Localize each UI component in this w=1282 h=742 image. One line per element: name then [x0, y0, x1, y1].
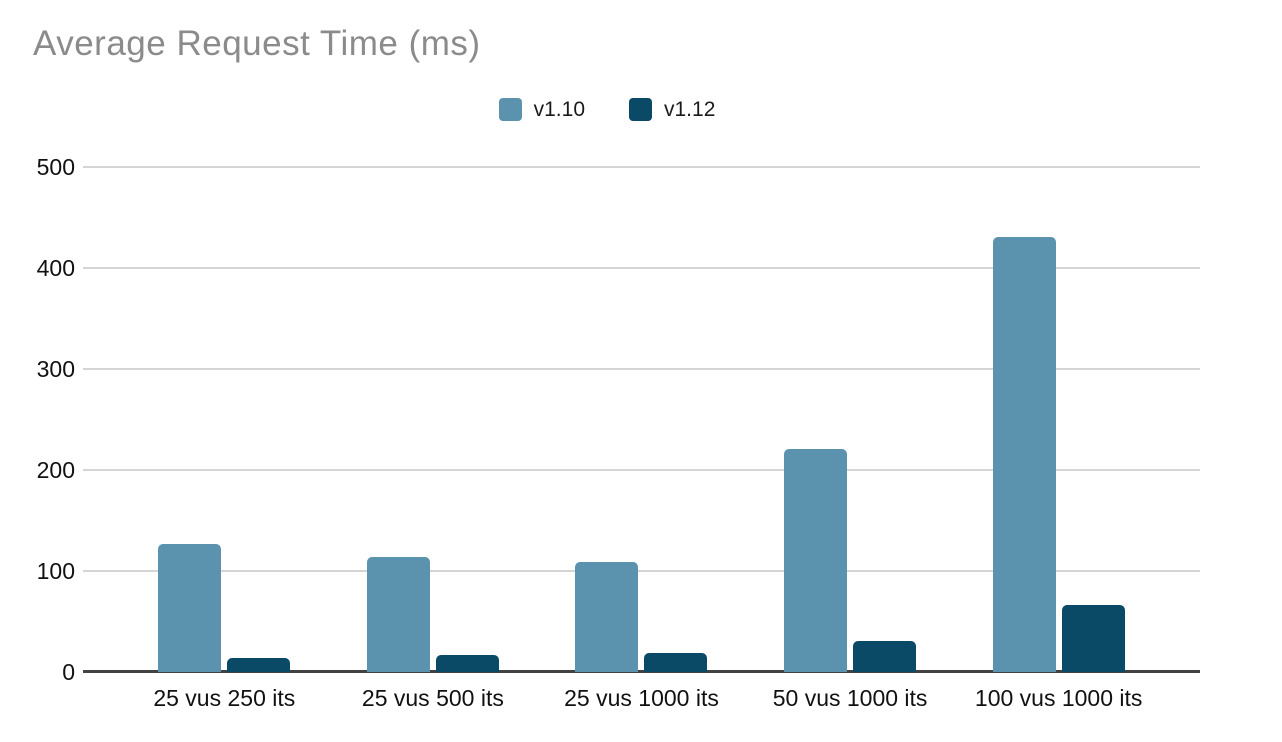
- x-tick-label-100-vus-1000-its: 100 vus 1000 its: [974, 685, 1143, 711]
- gridline-500: [83, 166, 1200, 168]
- bar-v1-12-25-vus-500-its: [435, 655, 499, 672]
- gridline-100: [83, 570, 1200, 572]
- x-axis: 25 vus 250 its 25 vus 500 its 25 vus 1000 …: [120, 685, 1163, 712]
- gridline-400: [83, 267, 1200, 269]
- bar-v1-10-25-vus-1000-its: [575, 562, 639, 672]
- bar-v1-12-50-vus-1000-its: [853, 641, 917, 672]
- x-axis-baseline: [83, 670, 1200, 673]
- y-tick-label-500: 500: [36, 154, 75, 180]
- y-tick-label-200: 200: [36, 457, 75, 483]
- x-tick-label-50-vus-1000-its: 50 vus 1000 its: [772, 685, 928, 711]
- legend-label-v1-10: v1.10: [533, 98, 585, 121]
- y-tick-label-300: 300: [36, 356, 75, 382]
- x-tick-label-25-vus-1000-its: 25 vus 1000 its: [564, 685, 719, 711]
- bar-v1-10-100-vus-1000-its: [992, 237, 1056, 672]
- legend-item-v1-10: v1.10: [498, 98, 585, 121]
- legend-swatch-v1-10: [498, 98, 522, 121]
- legend-swatch-v1-12: [629, 98, 652, 121]
- chart-title: Average Request Time (ms): [33, 24, 481, 63]
- bar-v1-12-25-vus-250-its: [227, 658, 291, 672]
- x-tick-label-25-vus-500-its: 25 vus 500 its: [361, 685, 504, 711]
- plot-area: 25 vus 250 its 25 vus 500 its 25 vus 1000 …: [83, 166, 1200, 711]
- y-tick-label-100: 100: [36, 558, 75, 584]
- bar-v1-12-25-vus-1000-its: [644, 653, 708, 672]
- bar-v1-10-50-vus-1000-its: [784, 449, 848, 672]
- x-tick-label-25-vus-250-its: 25 vus 250 its: [153, 685, 296, 711]
- bar-group-25-vus-250-its: [120, 167, 329, 672]
- gridline-300: [83, 368, 1200, 370]
- legend: v1.10 v1.12: [0, 98, 1248, 121]
- bar-v1-12-100-vus-1000-its: [1061, 605, 1125, 672]
- legend-label-v1-12: v1.12: [664, 98, 716, 121]
- legend-item-v1-12: v1.12: [629, 98, 715, 121]
- bar-group-25-vus-500-its: [329, 167, 538, 672]
- bar-v1-10-25-vus-250-its: [158, 544, 222, 672]
- bar-group-50-vus-1000-its: [746, 167, 955, 672]
- bar-group-100-vus-1000-its: [954, 167, 1163, 672]
- bar-v1-10-25-vus-500-its: [366, 557, 430, 672]
- gridline-200: [83, 469, 1200, 471]
- bar-group-25-vus-1000-its: [537, 167, 746, 672]
- bars-layer: [120, 167, 1163, 672]
- y-tick-label-400: 400: [36, 255, 75, 281]
- y-tick-label-0: 0: [62, 659, 75, 685]
